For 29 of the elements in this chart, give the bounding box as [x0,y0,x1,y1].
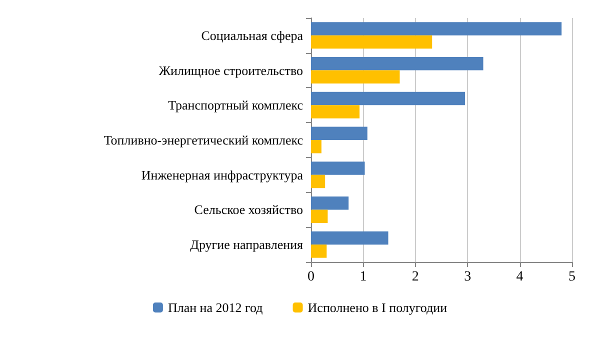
bar [311,231,388,245]
bar [311,105,360,118]
legend-label: План на 2012 год [168,300,264,315]
y-tick-label: Сельское хозяйство [194,202,303,218]
legend-label: Исполнено в I полугодии [308,300,448,315]
bar [311,92,465,106]
y-tick-label: Инженерная инфраструктура [141,167,304,182]
bar [311,196,349,210]
bar [311,35,432,49]
bar [311,174,326,188]
bar [311,244,327,258]
x-tick-label: 2 [412,270,419,284]
bar [311,70,400,84]
y-tick-label: Другие направления [190,237,304,252]
y-tick-label: Топливно-энергетический комплекс [104,132,304,148]
bar [311,57,484,70]
x-tick-label: 0 [308,270,314,284]
bar [311,126,368,140]
x-tick-label: 5 [568,270,576,284]
bar [311,140,322,154]
bar [311,210,328,223]
x-tick-label: 1 [360,270,367,284]
x-tick-label: 4 [516,270,524,284]
x-tick-label: 3 [464,270,472,284]
bar [311,162,365,175]
y-tick-label: Жилищное строительство [158,62,303,78]
y-tick-label: Социальная сфера [201,28,304,43]
bar [311,22,562,36]
y-tick-label: Транспортный комплекс [168,98,304,113]
